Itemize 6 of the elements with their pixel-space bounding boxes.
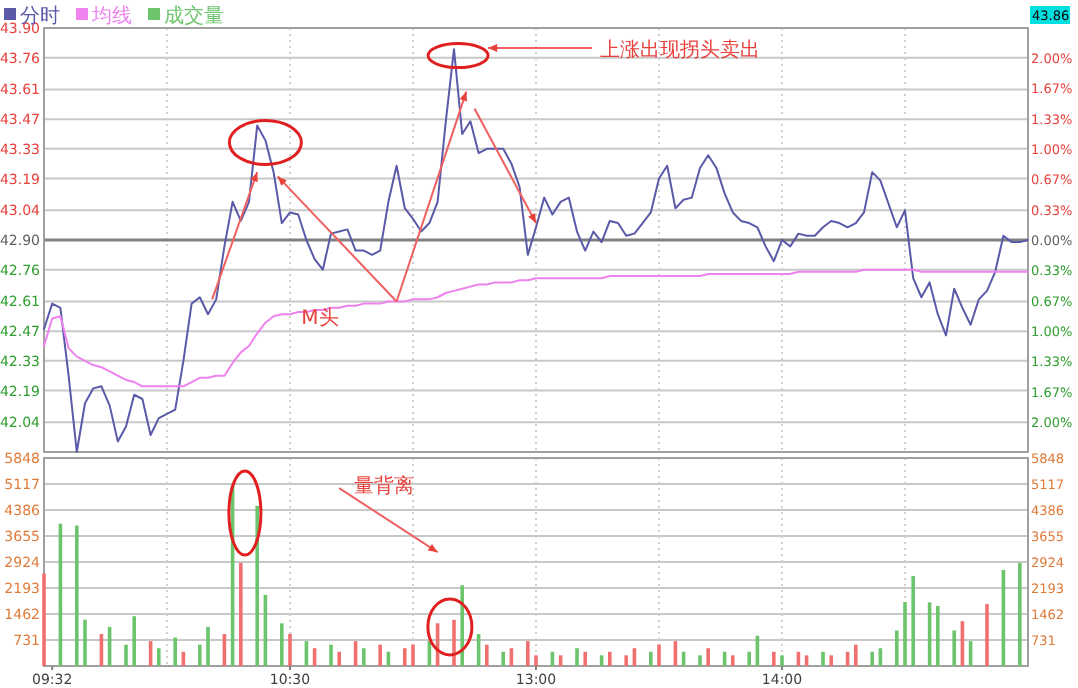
legend-label: 成交量 — [164, 4, 224, 28]
legend-label: 均线 — [90, 4, 132, 28]
annotation: 量背离 — [354, 474, 414, 498]
line-series — [43, 268, 1029, 388]
annotation: M头 — [301, 306, 339, 330]
annotation: 上涨出现拐头卖出 — [600, 38, 760, 62]
